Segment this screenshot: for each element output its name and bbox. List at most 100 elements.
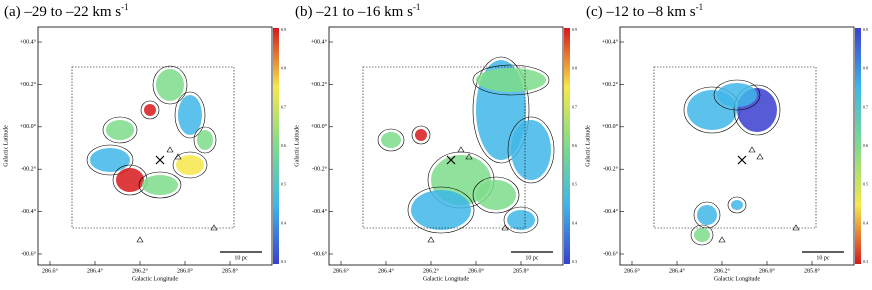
colorbar-tick-label: 0.7	[281, 104, 286, 109]
colorbar-tick-label: 0.6	[863, 143, 868, 148]
y-tick-label: +00.4°	[602, 38, 619, 45]
y-tick-label: -00.6°	[312, 250, 327, 257]
emission	[694, 228, 710, 242]
x-tick-label: 286.6°	[624, 267, 641, 274]
colorbar-tick-label: 0.4	[572, 220, 577, 225]
x-axis-label: Galactic Longitude	[423, 276, 469, 282]
y-axis-label: Galactic Latitude	[3, 125, 9, 167]
y-tick-label: -00.4°	[21, 208, 36, 215]
x-tick-label: 286.2°	[423, 267, 440, 274]
triangle-marker	[465, 153, 473, 160]
triangle-marker	[718, 236, 726, 243]
colorbar-tick-label: 0.6	[281, 143, 286, 148]
emission	[116, 168, 144, 192]
contour	[507, 116, 555, 184]
star-marker	[155, 155, 165, 165]
emission	[381, 132, 401, 148]
y-tick-label: -00.2°	[312, 166, 327, 173]
colorbar-tick-label: 0.7	[572, 104, 577, 109]
x-tick-label: 285.8°	[222, 267, 239, 274]
y-tick-label: -00.4°	[603, 208, 618, 215]
y-tick-label: -00.4°	[312, 208, 327, 215]
colorbar-tick-label: 0.7	[863, 104, 868, 109]
emission	[142, 175, 178, 195]
scale-label: 10 pc	[816, 255, 830, 261]
colorbar-tick-label: 0.3	[281, 259, 286, 264]
colorbar	[273, 28, 279, 264]
x-tick-label: 286.6°	[42, 267, 59, 274]
x-tick-label: 286.6°	[333, 267, 350, 274]
colorbar-tick-label: 0.6	[572, 143, 577, 148]
colorbar-tick-label: 0.9	[863, 27, 868, 32]
triangle-marker	[427, 236, 435, 243]
emission	[411, 190, 471, 230]
emission	[144, 104, 156, 116]
emission	[507, 210, 535, 230]
colorbar-tick-label: 0.9	[572, 27, 577, 32]
colorbar-tick-label: 0.9	[281, 27, 286, 32]
contour	[690, 224, 714, 246]
map-frame	[37, 26, 273, 266]
y-axis-label: Galactic Latitude	[585, 125, 591, 167]
y-axis-label: Galactic Latitude	[294, 125, 300, 167]
triangle-marker	[501, 224, 509, 231]
y-tick-label: +00.0°	[602, 123, 619, 130]
colorbar-tick-label: 0.8	[863, 66, 868, 71]
triangle-marker	[748, 146, 756, 153]
colorbar-tick-label: 0.3	[572, 259, 577, 264]
triangle-marker	[792, 224, 800, 231]
y-tick-label: +00.4°	[311, 38, 328, 45]
title-text: (b) –21 to –16 km s	[295, 4, 413, 20]
triangle-marker	[166, 146, 174, 153]
contour	[138, 171, 182, 199]
contour	[472, 64, 550, 96]
contour	[377, 128, 405, 152]
colorbar-tick-label: 0.8	[572, 66, 577, 71]
panel-title: (b) –21 to –16 km s-1	[295, 2, 420, 20]
y-tick-label: +00.4°	[20, 38, 37, 45]
y-tick-label: +00.2°	[311, 81, 328, 88]
contour	[727, 196, 747, 214]
colorbar-tick-label: 0.3	[863, 259, 868, 264]
emission	[476, 180, 516, 210]
emission	[197, 130, 213, 150]
y-tick-label: -00.6°	[603, 250, 618, 257]
contour	[102, 116, 138, 144]
contour	[503, 206, 539, 234]
y-tick-label: -00.2°	[603, 166, 618, 173]
triangle-marker	[756, 153, 764, 160]
contour	[407, 186, 475, 234]
colorbar-tick-label: 0.4	[281, 220, 286, 225]
y-tick-label: -00.2°	[21, 166, 36, 173]
emission	[176, 155, 204, 175]
contour	[86, 144, 134, 176]
y-tick-label: +00.0°	[20, 123, 37, 130]
triangle-marker	[210, 224, 218, 231]
scale-label: 10 pc	[525, 255, 539, 261]
contour	[172, 151, 208, 179]
survey-box	[653, 66, 817, 229]
colorbar-tick-label: 0.5	[863, 182, 868, 187]
colorbar-tick-label: 0.5	[281, 182, 286, 187]
triangle-marker	[457, 146, 465, 153]
emission	[717, 83, 757, 107]
colorbar	[855, 28, 861, 264]
contour	[472, 56, 530, 164]
emission	[156, 69, 184, 101]
x-tick-label: 286.2°	[714, 267, 731, 274]
emission	[106, 120, 134, 140]
star-marker	[737, 155, 747, 165]
x-tick-label: 286.0°	[177, 267, 194, 274]
contour	[411, 125, 431, 145]
emission	[415, 129, 427, 141]
x-tick-label: 286.0°	[759, 267, 776, 274]
title-superscript: -1	[696, 2, 704, 12]
contour	[140, 100, 160, 120]
x-tick-label: 285.8°	[804, 267, 821, 274]
emission	[90, 148, 130, 172]
star-marker	[446, 155, 456, 165]
panel-title: (c) –12 to –8 km s-1	[586, 2, 703, 20]
y-tick-label: +00.2°	[602, 81, 619, 88]
x-axis-label: Galactic Longitude	[714, 276, 760, 282]
